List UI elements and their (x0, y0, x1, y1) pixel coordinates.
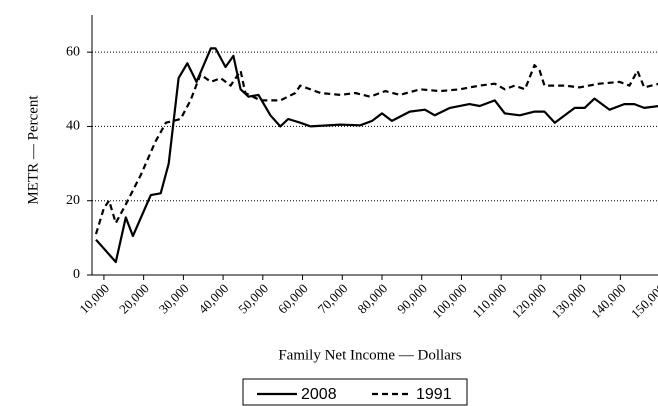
y-tick-label: 0 (73, 267, 80, 282)
x-tick-label: 140,000 (588, 281, 628, 321)
x-tick-label: 80,000 (354, 281, 390, 317)
legend-label: 1991 (416, 386, 452, 403)
legend-box (242, 378, 468, 406)
x-tick-label: 20,000 (116, 281, 152, 317)
x-tick-label: 150,000 (628, 281, 658, 321)
x-tick-label: 120,000 (509, 281, 549, 321)
x-axis-label: Family Net Income — Dollars (278, 347, 461, 363)
legend-label: 2008 (301, 386, 337, 403)
line-series (95, 47, 658, 264)
x-tick-label: 10,000 (76, 281, 112, 317)
y-tick-label: 40 (66, 119, 80, 134)
x-tick-label: 60,000 (275, 281, 311, 317)
x-tick-label: 40,000 (195, 281, 231, 317)
x-tick-label: 50,000 (235, 281, 271, 317)
y-tick-label: 20 (66, 193, 80, 208)
x-tick-label: 110,000 (469, 281, 509, 321)
y-axis-label: METR — Percent (25, 95, 41, 205)
x-tick-label: 130,000 (548, 281, 588, 321)
x-tick-label: 100,000 (429, 281, 469, 321)
y-tick-label: 60 (66, 44, 80, 59)
x-tick-label: 30,000 (156, 281, 192, 317)
line-series (94, 63, 658, 235)
x-tick-label: 90,000 (394, 281, 430, 317)
x-tick-label: 70,000 (315, 281, 351, 317)
